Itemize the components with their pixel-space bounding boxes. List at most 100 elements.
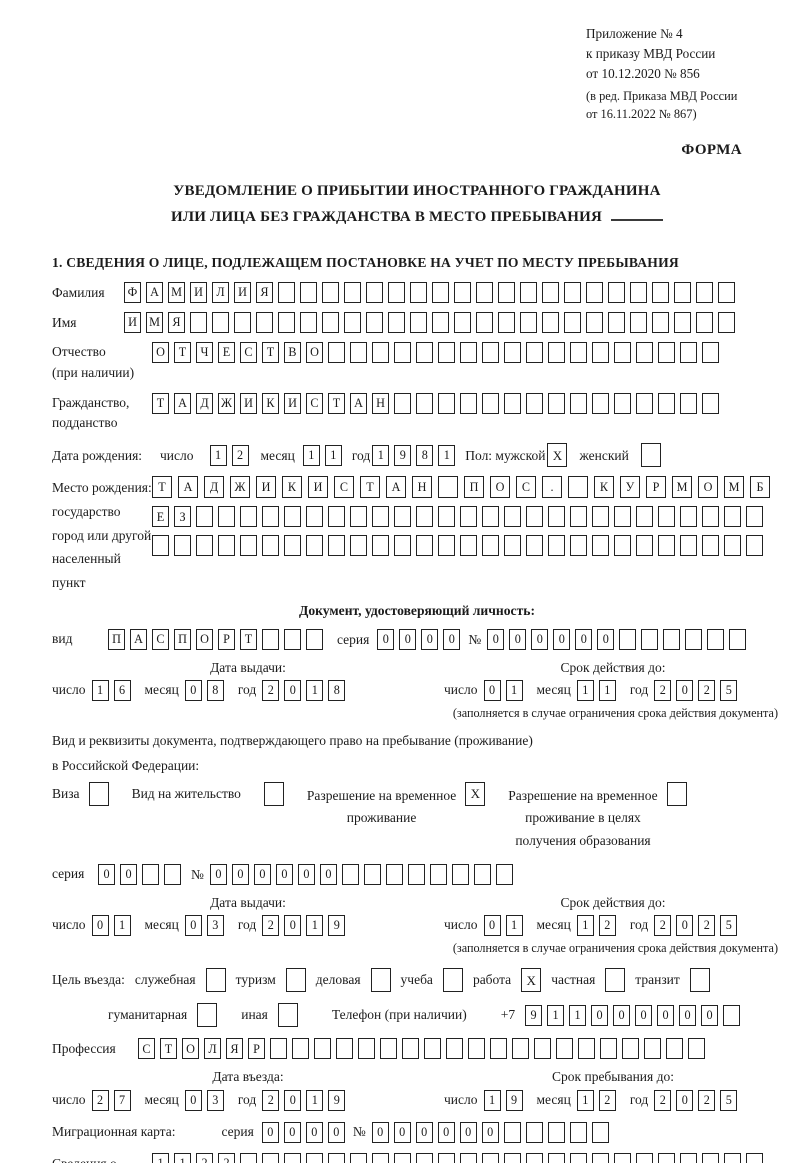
char-cell[interactable] (503, 1121, 521, 1143)
char-cell[interactable] (520, 281, 537, 303)
char-cell[interactable] (350, 535, 367, 557)
char-cell[interactable]: 1 (547, 1004, 565, 1026)
char-cell[interactable]: 8 (416, 444, 434, 466)
char-cell[interactable] (482, 341, 499, 363)
char-cell[interactable] (416, 1152, 433, 1163)
char-cell[interactable]: Т (152, 392, 169, 414)
char-cell[interactable]: С (152, 628, 169, 650)
char-cell[interactable]: У (620, 476, 640, 499)
char-cell[interactable]: 1 (306, 680, 324, 702)
char-cell[interactable] (240, 506, 257, 528)
char-cell[interactable]: 2 (698, 915, 716, 936)
char-cell[interactable] (568, 476, 588, 499)
char-cell[interactable]: Б (750, 476, 770, 499)
char-cell[interactable]: О (152, 341, 169, 363)
char-cell[interactable]: З (174, 506, 191, 528)
char-cell[interactable]: 3 (206, 1089, 224, 1111)
char-cell[interactable] (548, 1152, 565, 1163)
checkbox-female[interactable] (640, 443, 661, 468)
char-cell[interactable] (322, 311, 339, 333)
char-cell[interactable] (578, 1038, 595, 1060)
checkbox-purpose-tourism[interactable] (285, 968, 306, 993)
char-cell[interactable]: А (178, 476, 198, 499)
char-cell[interactable]: М (724, 476, 744, 499)
char-cell[interactable] (341, 863, 359, 885)
char-cell[interactable] (512, 1038, 529, 1060)
char-cell[interactable] (363, 863, 381, 885)
char-cell[interactable] (746, 506, 763, 528)
char-cell[interactable] (746, 1152, 763, 1163)
char-cell[interactable]: И (190, 281, 207, 303)
char-cell[interactable]: К (594, 476, 614, 499)
char-cell[interactable]: Т (262, 341, 279, 363)
char-cell[interactable] (336, 1038, 353, 1060)
char-cell[interactable] (526, 341, 543, 363)
checkbox-purpose-private[interactable] (605, 968, 626, 993)
checkbox-purpose-humanitarian[interactable] (197, 1003, 218, 1028)
char-cell[interactable] (592, 392, 609, 414)
char-cell[interactable] (525, 1121, 543, 1143)
char-cell[interactable] (641, 628, 659, 650)
char-cell[interactable] (702, 341, 719, 363)
char-cell[interactable] (402, 1038, 419, 1060)
char-cell[interactable] (476, 311, 493, 333)
char-cell[interactable] (438, 392, 455, 414)
char-cell[interactable] (416, 535, 433, 557)
char-cell[interactable] (240, 1152, 257, 1163)
char-cell[interactable] (438, 506, 455, 528)
char-cell[interactable]: И (256, 476, 276, 499)
char-cell[interactable] (460, 535, 477, 557)
char-cell[interactable] (438, 535, 455, 557)
char-cell[interactable] (429, 863, 447, 885)
char-cell[interactable] (380, 1038, 397, 1060)
char-cell[interactable] (526, 506, 543, 528)
char-cell[interactable] (702, 1152, 719, 1163)
char-cell[interactable]: 0 (399, 628, 417, 650)
char-cell[interactable] (586, 281, 603, 303)
char-cell[interactable]: 0 (184, 915, 202, 936)
char-cell[interactable]: 0 (679, 1004, 697, 1026)
char-cell[interactable]: 0 (676, 1089, 694, 1111)
char-cell[interactable] (372, 341, 389, 363)
char-cell[interactable] (394, 341, 411, 363)
char-cell[interactable] (630, 281, 647, 303)
char-cell[interactable] (526, 1152, 543, 1163)
char-cell[interactable] (388, 311, 405, 333)
char-cell[interactable] (284, 535, 301, 557)
char-cell[interactable] (542, 281, 559, 303)
char-cell[interactable]: Я (256, 281, 273, 303)
char-cell[interactable]: Т (328, 392, 345, 414)
char-cell[interactable] (284, 506, 301, 528)
char-cell[interactable] (674, 281, 691, 303)
char-cell[interactable]: 0 (284, 680, 302, 702)
char-cell[interactable] (636, 392, 653, 414)
char-cell[interactable] (680, 341, 697, 363)
char-cell[interactable] (262, 628, 279, 650)
char-cell[interactable]: 0 (393, 1121, 411, 1143)
char-cell[interactable]: 9 (505, 1089, 523, 1111)
char-cell[interactable] (504, 1152, 521, 1163)
char-cell[interactable]: 0 (701, 1004, 719, 1026)
char-cell[interactable] (658, 535, 675, 557)
char-cell[interactable] (490, 1038, 507, 1060)
char-cell[interactable] (658, 1152, 675, 1163)
char-cell[interactable]: 1 (113, 915, 131, 936)
char-cell[interactable]: Ф (124, 281, 141, 303)
char-cell[interactable] (570, 392, 587, 414)
char-cell[interactable] (718, 281, 735, 303)
char-cell[interactable] (152, 535, 169, 557)
char-cell[interactable] (666, 1038, 683, 1060)
char-cell[interactable] (614, 341, 631, 363)
char-cell[interactable]: 0 (575, 628, 593, 650)
char-cell[interactable] (746, 535, 763, 557)
char-cell[interactable] (416, 392, 433, 414)
char-cell[interactable]: 0 (415, 1121, 433, 1143)
char-cell[interactable]: 0 (377, 628, 395, 650)
char-cell[interactable] (548, 341, 565, 363)
char-cell[interactable]: П (108, 628, 125, 650)
char-cell[interactable]: 0 (327, 1121, 345, 1143)
char-cell[interactable]: 5 (720, 1089, 738, 1111)
char-cell[interactable]: 0 (319, 863, 337, 885)
char-cell[interactable]: 0 (553, 628, 571, 650)
char-cell[interactable] (468, 1038, 485, 1060)
